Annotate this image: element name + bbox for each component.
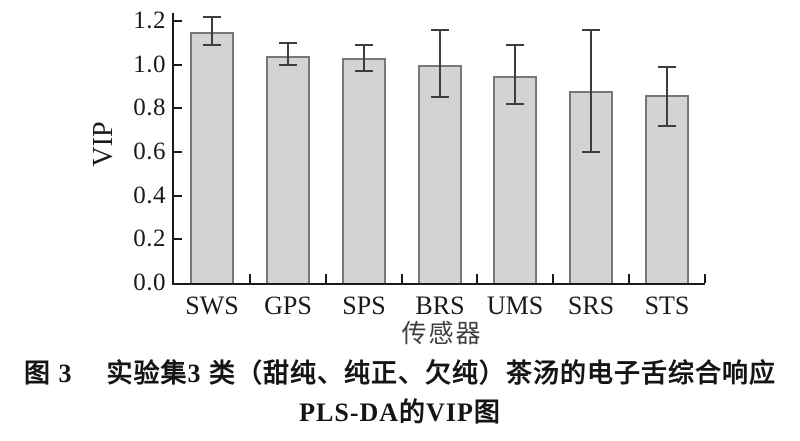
y-tick-label-0.0: 0.0	[133, 269, 166, 296]
error-bar-gps	[287, 43, 289, 65]
bar-srs	[569, 91, 613, 283]
x-tick	[476, 274, 478, 283]
x-tick	[704, 274, 706, 283]
y-tick	[174, 151, 182, 153]
y-tick-label-0.6: 0.6	[133, 138, 166, 165]
error-cap-top-sps	[355, 44, 373, 46]
error-cap-bottom-srs	[582, 151, 600, 153]
x-axis-line	[172, 283, 705, 285]
error-bar-brs	[439, 30, 441, 98]
error-bar-sws	[211, 17, 213, 45]
y-tick-label-0.8: 0.8	[133, 94, 166, 121]
error-cap-top-srs	[582, 29, 600, 31]
error-bar-srs	[590, 30, 592, 152]
bar-ums	[493, 76, 537, 283]
error-cap-top-gps	[279, 42, 297, 44]
x-tick	[401, 274, 403, 283]
error-cap-bottom-ums	[506, 103, 524, 105]
x-tick-label-brs: BRS	[415, 291, 465, 320]
error-bar-sps	[363, 45, 365, 71]
x-tick-label-sws: SWS	[185, 291, 239, 320]
caption-text: 实验集3 类（甜纯、纯正、欠纯）茶汤的电子舌综合响应	[106, 359, 777, 388]
y-tick	[174, 195, 182, 197]
figure-caption: 图 3 实验集3 类（甜纯、纯正、欠纯）茶汤的电子舌综合响应 PLS-DA的VI…	[0, 357, 800, 429]
x-tick	[325, 274, 327, 283]
bar-sws	[190, 32, 234, 283]
error-cap-bottom-sts	[658, 125, 676, 127]
figure-number: 图 3	[23, 359, 73, 388]
x-tick-label-sps: SPS	[342, 291, 386, 320]
plot-area: 0.0 0.2 0.4 0.6 0.8 1.0 1.2 SWS GPS SPS BRS UMS SRS S…	[133, 7, 706, 320]
y-tick-label-1.2: 1.2	[133, 7, 166, 34]
y-tick	[174, 20, 182, 22]
y-tick-label-0.4: 0.4	[133, 182, 166, 209]
error-cap-bottom-gps	[279, 64, 297, 66]
error-cap-top-sws	[203, 16, 221, 18]
error-cap-top-sts	[658, 66, 676, 68]
error-bar-ums	[514, 45, 516, 104]
y-tick	[174, 64, 182, 66]
vip-bar-chart: 0.0 0.2 0.4 0.6 0.8 1.0 1.2 SWS GPS SPS BRS UMS SRS S…	[88, 7, 706, 348]
x-tick-label-ums: UMS	[486, 291, 544, 320]
x-tick-label-gps: GPS	[264, 291, 312, 320]
x-tick-label-srs: SRS	[567, 291, 615, 320]
error-cap-bottom-brs	[431, 96, 449, 98]
caption-line-2: PLS-DA的VIP图	[299, 398, 501, 427]
x-tick	[249, 274, 251, 283]
y-tick	[174, 107, 182, 109]
error-cap-top-brs	[431, 29, 449, 31]
error-cap-top-ums	[506, 44, 524, 46]
bar-gps	[266, 56, 310, 283]
y-axis-title: VIP	[88, 121, 119, 167]
y-tick-label-1.0: 1.0	[133, 51, 166, 78]
y-axis-line	[172, 13, 174, 285]
error-cap-bottom-sps	[355, 70, 373, 72]
error-cap-bottom-sws	[203, 44, 221, 46]
x-axis-title: 传感器	[401, 321, 483, 348]
x-tick-label-sts: STS	[644, 291, 690, 320]
y-tick	[174, 238, 182, 240]
bar-brs	[418, 65, 462, 283]
caption-line-1: 图 3 实验集3 类（甜纯、纯正、欠纯）茶汤的电子舌综合响应	[0, 357, 800, 390]
error-bar-sts	[666, 67, 668, 126]
x-tick	[628, 274, 630, 283]
x-tick	[552, 274, 554, 283]
y-tick-label-0.2: 0.2	[133, 225, 166, 252]
bar-sps	[342, 58, 386, 283]
